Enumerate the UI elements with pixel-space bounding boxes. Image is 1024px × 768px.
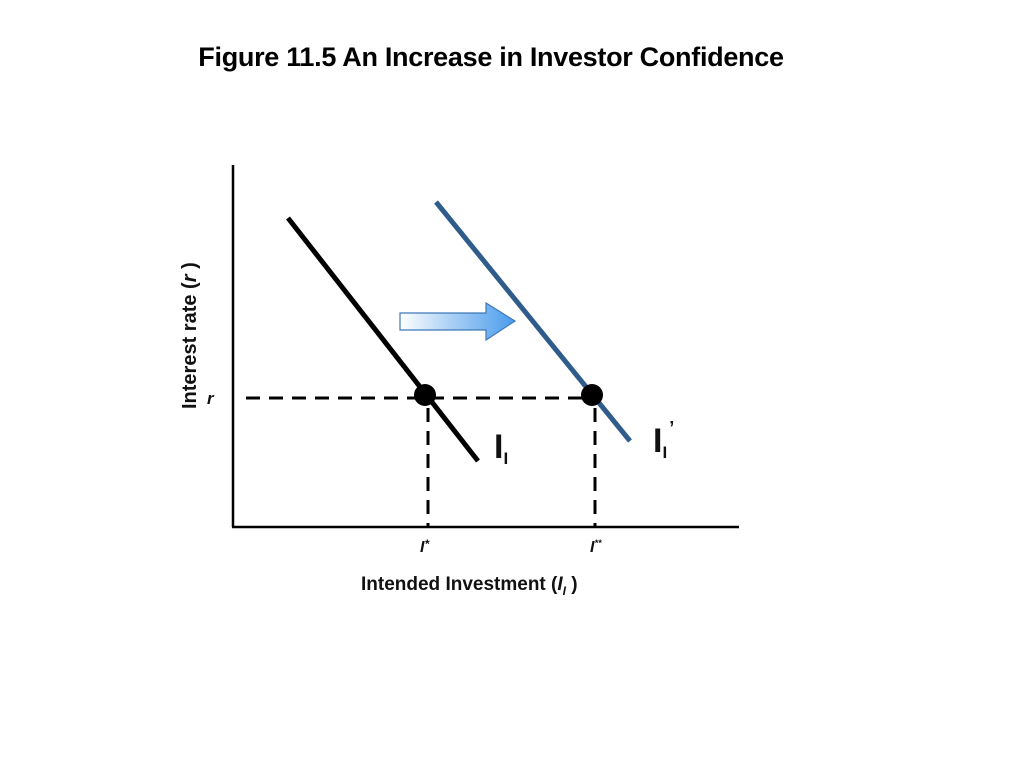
i-star-tick-label: I* [420, 537, 430, 556]
equilibrium-point-original [414, 384, 436, 406]
investment-curve-original [286, 216, 480, 463]
y-axis-label: Interest rate (r ) [179, 262, 201, 409]
i-double-star-tick-label: I** [590, 538, 602, 556]
curve-label-shifted: II’ [653, 418, 674, 462]
equilibrium-point-shifted [581, 384, 603, 406]
curve-label-original: II [494, 428, 508, 468]
rate-tick-label: r [207, 389, 215, 408]
figure-title-text: Figure 11.5 An Increase in Investor Conf… [198, 42, 784, 72]
figure-title: Figure 11.5 An Increase in Investor Conf… [0, 42, 1024, 73]
x-axis-label: Intended Investment (II ) [361, 574, 578, 598]
shift-arrow-icon [399, 301, 517, 342]
